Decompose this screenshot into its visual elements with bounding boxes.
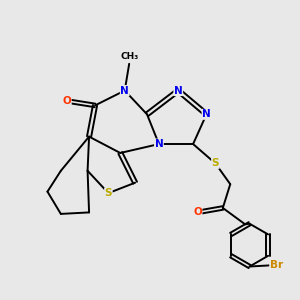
Text: N: N [154, 139, 163, 149]
Text: O: O [193, 207, 202, 218]
Text: S: S [105, 188, 112, 198]
Text: O: O [62, 96, 71, 106]
Text: S: S [212, 158, 219, 168]
Text: N: N [202, 109, 211, 119]
Text: CH₃: CH₃ [120, 52, 138, 61]
Text: Br: Br [270, 260, 283, 270]
Text: N: N [120, 85, 129, 96]
Text: N: N [174, 85, 183, 96]
